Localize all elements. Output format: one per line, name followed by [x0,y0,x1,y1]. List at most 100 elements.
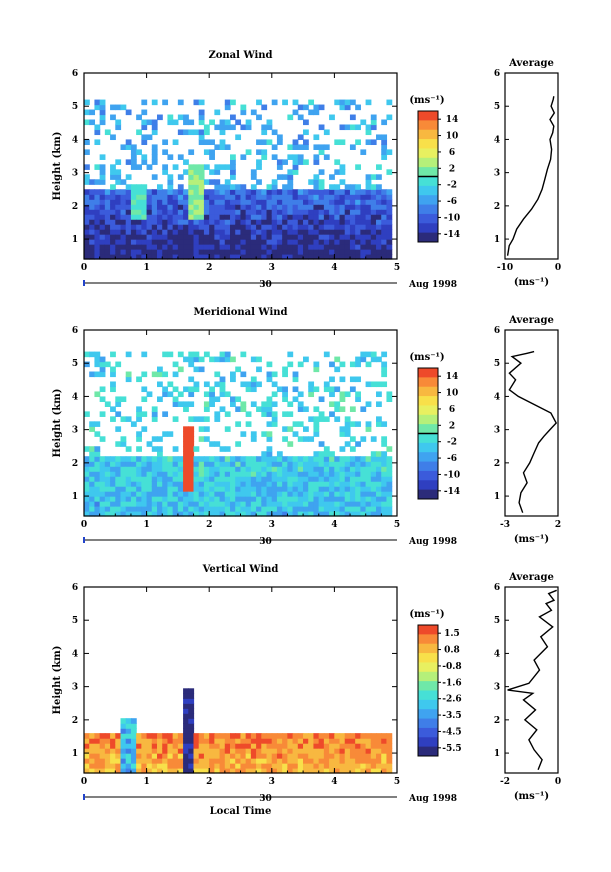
heatmap-cell [141,194,148,200]
heatmap-cell [349,753,356,759]
heatmap-cell [271,154,278,160]
heatmap-cell [214,506,221,512]
colorbar-swatch [418,643,438,654]
heatmap-cell [282,491,288,497]
heatmap-cell [157,758,163,764]
heatmap-cell [349,239,356,245]
heatmap-cell [172,733,179,739]
heatmap-cell [271,511,278,517]
heatmap-cell [224,738,231,744]
heatmap-cell [99,209,106,215]
heatmap-cell [214,179,221,185]
heatmap-cell [323,254,330,260]
heatmap-cell [172,506,179,512]
heatmap-cell [381,234,388,240]
heatmap-cell [193,164,200,170]
heatmap-cell [188,386,195,393]
heatmap-cell [110,249,116,255]
heatmap-cell [183,204,189,210]
heatmap-cell [188,693,195,699]
heatmap-cell [162,486,169,492]
heatmap-cell [209,753,215,759]
heatmap-cell [329,476,335,482]
heatmap-cell [365,511,372,517]
heatmap-cell [381,214,388,220]
heatmap-cell [334,768,341,774]
heatmap-cell [360,224,367,230]
heatmap-cell [235,189,242,195]
heatmap-cell [308,254,315,260]
heatmap-cell [188,356,195,363]
heatmap-cell [151,491,158,497]
heatmap-cell [365,486,372,492]
heatmap-cell [84,446,90,452]
heatmap-cell [141,506,148,512]
heatmap-cell [136,436,142,442]
heatmap-cell [89,476,96,482]
heatmap-cell [130,254,137,260]
heatmap-cell [256,149,262,155]
heatmap-cell [146,224,153,230]
heatmap-cell [266,234,273,240]
heatmap-cell [386,229,393,235]
heatmap-cell [261,748,268,754]
heatmap-cell [250,184,257,190]
heatmap-cell [162,491,169,497]
heatmap-cell [177,214,184,220]
heatmap-cell [282,204,288,210]
heatmap-cell [261,471,268,477]
heatmap-cell [203,129,210,136]
heatmap-cell [162,461,169,467]
heatmap-cell [110,506,116,512]
heatmap-cell [266,119,273,126]
heatmap-cell [245,481,252,487]
heatmap-cell [177,753,184,759]
heatmap-cell [141,486,148,492]
heatmap-cell [94,229,101,235]
heatmap-cell [94,446,101,452]
heatmap-cell [240,511,247,517]
heatmap-cell [235,239,242,245]
heatmap-cell [329,401,335,407]
heatmap-cell [104,194,111,200]
heatmap-cell [360,743,367,749]
heatmap-cell [376,209,382,215]
heatmap-cell [292,496,299,502]
heatmap-cell [334,456,341,462]
heatmap-cell [214,189,221,195]
heatmap-cell [151,144,158,150]
heatmap-cell [146,481,153,487]
heatmap-cell [339,104,346,111]
heatmap-cell [349,204,356,210]
heatmap-cell [110,416,116,422]
heatmap-cell [99,356,106,363]
heatmap-cell [162,748,169,754]
heatmap-cell [183,224,189,230]
heatmap-cell [99,219,106,225]
heatmap-cell [157,733,163,739]
heatmap-cell [313,366,320,373]
heatmap-cell [313,109,320,116]
heatmap-cell [313,416,320,422]
heatmap-cell [141,229,148,235]
heatmap-cell [276,189,283,195]
heatmap-cell [287,511,294,517]
heatmap-cell [130,461,137,467]
heatmap-cell [125,214,132,220]
heatmap-cell [230,496,236,502]
heatmap-cell [84,239,90,245]
heatmap-cell [376,249,382,255]
heatmap-cell [203,748,210,754]
heatmap-cell [381,134,388,141]
heatmap-cell [308,229,315,235]
heatmap-cell [250,758,257,764]
heatmap-cell [370,254,377,260]
heatmap-cell [177,99,184,106]
heatmap-cell [292,244,299,250]
heatmap-cell [230,396,236,403]
heatmap-cell [235,209,242,215]
heatmap-cell [365,763,372,769]
heatmap-cell [110,194,116,200]
heatmap-cell [203,234,210,240]
heatmap-cell [250,386,257,393]
